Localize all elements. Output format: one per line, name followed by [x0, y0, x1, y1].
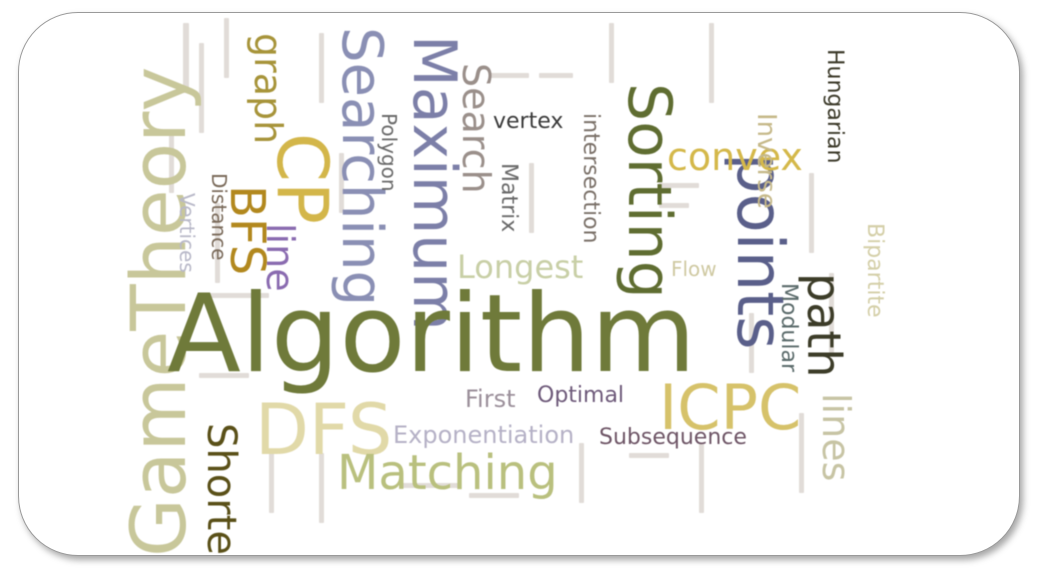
filler-word: [339, 153, 344, 213]
filler-word: [209, 293, 269, 298]
filler-word: [319, 33, 324, 103]
filler-word: [799, 413, 804, 493]
word-first: First: [465, 385, 516, 413]
word-subsequence: Subsequence: [599, 425, 747, 450]
word-search: Search: [454, 63, 498, 194]
filler-word: [199, 43, 204, 133]
word-algorithm: Algorithm: [167, 272, 696, 397]
filler-word: [829, 273, 834, 353]
word-flow: Flow: [671, 257, 717, 281]
word-optimal: Optimal: [537, 383, 625, 408]
word-bipartite: Bipartite: [862, 223, 887, 318]
word-hungarian: Hungarian: [822, 49, 847, 164]
word-graph: graph: [246, 33, 290, 145]
word-intersection: intersection: [578, 113, 603, 244]
filler-word: [529, 163, 534, 233]
word-vertex: vertex: [493, 109, 564, 134]
filler-word: [709, 23, 714, 103]
filler-word: [489, 73, 529, 78]
image-card: Searching Maximum Search Sorting points …: [18, 12, 1020, 556]
filler-word: [609, 23, 614, 83]
word-polygon: Polygon: [377, 113, 401, 192]
word-distance: Distance: [207, 173, 231, 261]
filler-word: [169, 133, 174, 193]
filler-word: [319, 453, 324, 523]
word-icpc: ICPC: [659, 371, 802, 444]
filler-word: [579, 443, 584, 503]
filler-word: [469, 493, 519, 498]
filler-word: [629, 453, 669, 458]
filler-word: [215, 203, 220, 283]
filler-word: [183, 23, 189, 93]
word-lines: lines: [814, 393, 858, 482]
word-vertices: Vertices: [175, 193, 199, 273]
filler-word: [809, 173, 814, 253]
word-shortest: Shortes: [198, 423, 244, 556]
word-longest: Longest: [457, 248, 584, 286]
word-exponentiation: Exponentiation: [393, 421, 575, 449]
filler-word: [749, 313, 754, 373]
word-dfs: DFS: [255, 389, 393, 471]
word-inverse: Inverse: [751, 113, 781, 209]
filler-word: [199, 373, 249, 378]
filler-word: [269, 453, 274, 513]
filler-word: [699, 443, 704, 513]
word-cp: CP: [261, 133, 343, 225]
filler-word: [659, 183, 699, 188]
word-cloud-image: Searching Maximum Search Sorting points …: [19, 13, 1019, 555]
filler-word: [539, 73, 573, 78]
filler-word: [659, 203, 689, 208]
word-modular: Modular: [776, 283, 801, 372]
word-path: path: [797, 273, 851, 378]
word-matrix: Matrix: [496, 163, 521, 233]
word-convex: convex: [667, 135, 803, 179]
word-sorting: Sorting: [614, 83, 684, 299]
filler-word: [224, 18, 229, 78]
word-matching: Matching: [337, 445, 558, 501]
filler-word: [399, 483, 459, 488]
